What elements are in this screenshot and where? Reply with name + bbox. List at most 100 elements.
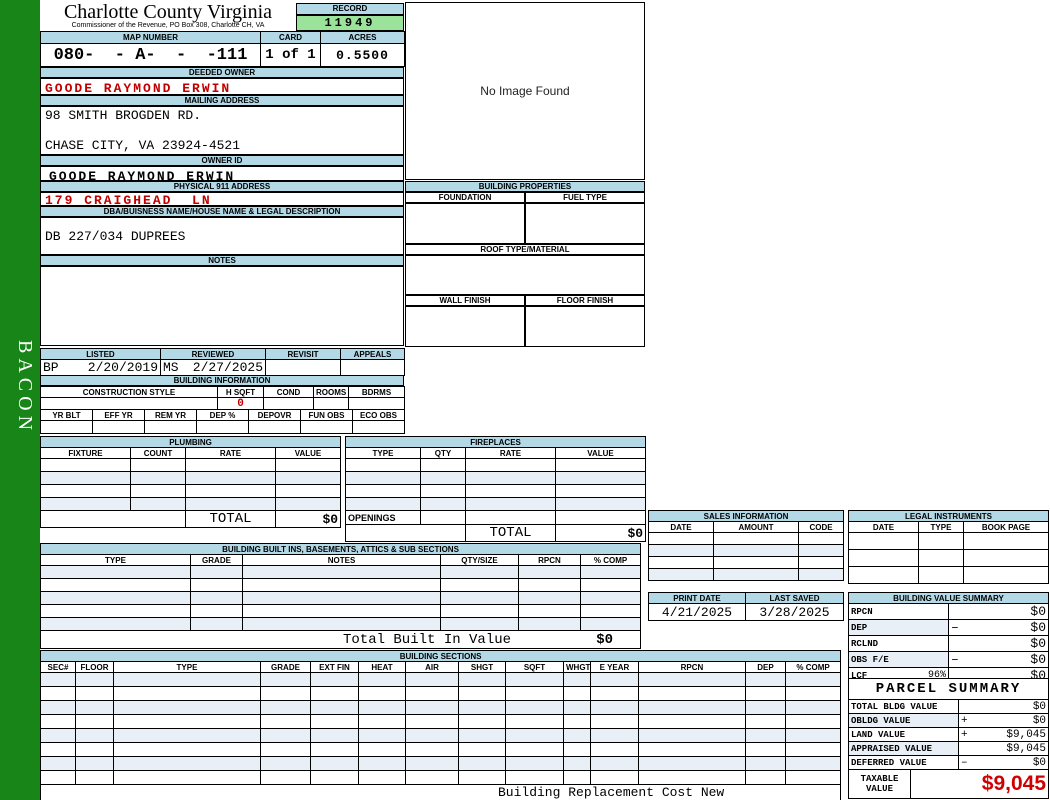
empty-cell xyxy=(405,728,459,743)
empty-cell xyxy=(92,420,145,434)
empty-cell xyxy=(405,756,459,771)
empty-cell xyxy=(310,686,359,701)
empty-cell xyxy=(505,686,564,701)
plumbing-title: PLUMBING xyxy=(39,436,342,448)
built-ins-qty-size-label: QTY/SIZE xyxy=(440,554,519,566)
empty-cell xyxy=(440,578,519,592)
building-sections-title: BUILDING SECTIONS xyxy=(39,650,842,662)
empty-cell xyxy=(590,756,639,771)
empty-cell xyxy=(196,420,249,434)
mailing-address-line1: 98 SMITH BROGDEN RD. xyxy=(45,108,202,123)
empty-cell xyxy=(784,714,842,729)
bvs-row-value: $0 xyxy=(947,635,1050,652)
empty-cell xyxy=(505,714,564,729)
empty-cell xyxy=(260,770,311,785)
print-date-label: PRINT DATE xyxy=(648,592,746,604)
empty-cell xyxy=(260,714,311,729)
empty-cell xyxy=(300,420,353,434)
deeded-owner-label: DEEDED OWNER xyxy=(40,67,404,78)
plumbing-fixture-label: FIXTURE xyxy=(40,447,131,459)
card-label: CARD xyxy=(260,31,321,44)
listed-cell: BP 2/20/2019 xyxy=(40,359,161,376)
fun-obs-label: FUN OBS xyxy=(300,409,353,421)
rooms-label: ROOMS xyxy=(313,386,349,398)
empty-cell xyxy=(130,484,186,498)
sales-date-label: DATE xyxy=(648,521,714,533)
empty-cell xyxy=(358,686,406,701)
empty-cell xyxy=(848,532,919,550)
empty-cell xyxy=(310,756,359,771)
rooms-value xyxy=(313,397,349,411)
empty-cell xyxy=(745,770,786,785)
empty-cell xyxy=(113,770,261,785)
empty-cell xyxy=(638,700,746,715)
plumbing-count-label: COUNT xyxy=(130,447,186,459)
empty-cell xyxy=(505,770,564,785)
building-value-summary-title: BUILDING VALUE SUMMARY xyxy=(847,592,1050,604)
plumbing-total-value: $0 xyxy=(274,510,342,528)
bdrms-label: BDRMS xyxy=(348,386,405,398)
bs-whgt-label: WHGT xyxy=(563,661,591,673)
empty-cell xyxy=(185,484,276,498)
empty-cell xyxy=(648,544,714,557)
built-ins-type-label: TYPE xyxy=(40,554,191,566)
floor-finish-box xyxy=(525,306,645,347)
empty-cell xyxy=(345,524,466,542)
building-replacement-cost-label: Building Replacement Cost New xyxy=(498,785,725,800)
empty-cell xyxy=(40,756,76,771)
built-ins-title: BUILDING BUILT INS, BASEMENTS, ATTICS & … xyxy=(39,543,642,555)
empty-cell xyxy=(918,566,964,584)
legal-date-label: DATE xyxy=(848,521,919,533)
empty-cell xyxy=(405,714,459,729)
building-properties-title: BUILDING PROPERTIES xyxy=(405,181,645,192)
listed-date: 2/20/2019 xyxy=(87,360,158,375)
card-value: 1 of 1 xyxy=(260,43,321,67)
ps-row-label: TOTAL BLDG VALUE xyxy=(848,699,959,714)
physical-911-address-value: 179 CRAIGHEAD LN xyxy=(40,192,404,206)
construction-style-label: CONSTRUCTION STYLE xyxy=(40,386,218,398)
empty-cell xyxy=(465,471,556,485)
foundation-box xyxy=(405,203,525,244)
acres-value: 0.5500 xyxy=(320,43,405,67)
empty-cell xyxy=(590,770,639,785)
empty-cell xyxy=(260,742,311,757)
bvs-row-value: – $0 xyxy=(947,619,1050,636)
plumbing-value-label: VALUE xyxy=(274,447,342,459)
parcel-summary-table: PARCEL SUMMARY TOTAL BLDG VALUE $0 OBLDG… xyxy=(847,678,1050,799)
dates-table: PRINT DATE LAST SAVED 4/21/2025 3/28/202… xyxy=(648,592,844,621)
building-sections-footer: Building Replacement Cost New xyxy=(39,784,842,800)
ps-row-label: OBLDG VALUE xyxy=(848,713,959,728)
fireplaces-openings-label: OPENINGS xyxy=(345,510,421,525)
empty-cell xyxy=(358,728,406,743)
empty-cell xyxy=(75,672,114,687)
empty-cell xyxy=(579,565,642,579)
empty-cell xyxy=(745,700,786,715)
empty-cell xyxy=(505,700,564,715)
empty-cell xyxy=(518,565,581,579)
empty-cell xyxy=(75,770,114,785)
built-ins-total-label: Total Built In Value xyxy=(343,631,512,648)
fuel-type-label: FUEL TYPE xyxy=(525,192,645,203)
fireplaces-table: FIREPLACES TYPE QTY RATE VALUE OPENINGS … xyxy=(344,436,647,542)
empty-cell xyxy=(405,742,459,757)
fireplaces-rate-label: RATE xyxy=(465,447,556,459)
mailing-address-box: 98 SMITH BROGDEN RD. CHASE CITY, VA 2392… xyxy=(40,106,404,155)
empty-cell xyxy=(40,565,191,579)
empty-cell xyxy=(638,728,746,743)
empty-cell xyxy=(638,686,746,701)
h-sqft-label: H SQFT xyxy=(217,386,264,398)
legal-book-page-label: BOOK PAGE xyxy=(963,521,1049,533)
ps-row-label: LAND VALUE xyxy=(848,727,959,742)
roof-type-material-box xyxy=(405,255,645,295)
empty-cell xyxy=(458,728,506,743)
empty-cell xyxy=(352,420,405,434)
empty-cell xyxy=(40,471,131,485)
empty-cell xyxy=(190,578,243,592)
empty-cell xyxy=(465,484,556,498)
rem-yr-label: REM YR xyxy=(144,409,197,421)
empty-cell xyxy=(554,497,647,511)
empty-cell xyxy=(797,532,845,545)
empty-cell xyxy=(579,578,642,592)
built-ins-rpcn-label: RPCN xyxy=(518,554,581,566)
appeals-label: APPEALS xyxy=(340,348,405,360)
